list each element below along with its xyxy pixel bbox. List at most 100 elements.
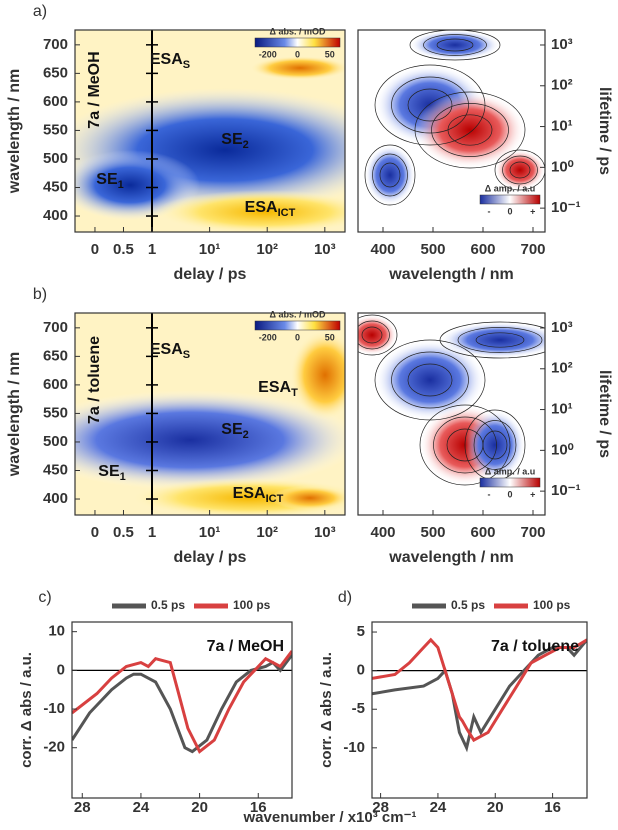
colorbar-title: Δ abs. / mOD — [270, 26, 326, 36]
heatmap — [75, 30, 345, 232]
annotation-text: 7a / MeOH — [86, 51, 103, 128]
x-tick-label: 10² — [256, 241, 278, 258]
x-tick-label: 28 — [74, 799, 91, 816]
y-axis-label: corr. Δ abs / a.u. — [18, 652, 35, 768]
x-axis-label: wavelength / nm — [388, 266, 513, 283]
contour — [475, 332, 525, 348]
x-tick-label: 700 — [520, 241, 545, 258]
contour — [407, 88, 453, 122]
x-tick-label: 0 — [91, 524, 99, 541]
contour — [509, 161, 531, 179]
y-tick-label: -20 — [43, 739, 65, 756]
annotation: ESAICT — [245, 199, 296, 219]
y-tick-label: 700 — [43, 36, 68, 53]
y-tick-label: 600 — [43, 93, 68, 110]
y2-axis-label: lifetime / ps — [596, 370, 613, 458]
legend-label: 100 ps — [533, 598, 571, 612]
y-axis-label: corr. Δ abs / a.u. — [318, 652, 335, 768]
colorbar-tick-label: 0 — [507, 206, 512, 216]
annotation: 7a / MeOH — [86, 51, 103, 128]
contour — [447, 114, 493, 146]
series-line — [72, 650, 292, 754]
y-tick-label: 10 — [48, 623, 65, 640]
y-axis-label: wavelength / nm — [6, 352, 23, 477]
series-line — [372, 638, 587, 753]
y-tick-label: 10² — [551, 77, 573, 94]
y-tick-label: 400 — [43, 490, 68, 507]
y-tick-label: 10⁰ — [551, 441, 574, 458]
y-tick-label: 500 — [43, 150, 68, 167]
legend-label: 0.5 ps — [451, 598, 485, 612]
annotation: SE2 — [221, 131, 248, 151]
y-tick-label: 5 — [357, 623, 365, 640]
heatmap-blob — [75, 390, 345, 490]
panel: Δ amp. / a.u - 0 +400 500 600 700 wavelength / … — [357, 312, 613, 566]
panel-label: d) — [338, 589, 352, 606]
colorbar-title: Δ abs. / mOD — [270, 309, 326, 319]
x-tick-label: 0.5 — [113, 524, 134, 541]
colorbar-tick-label: + — [530, 489, 535, 499]
y-tick-label: 10¹ — [551, 118, 573, 135]
x-tick-label: 1 — [148, 241, 156, 258]
panel: c) 0.5 ps 100 ps 7a / MeOH corr. Δ abs / a.u… — [18, 589, 417, 826]
heatmap-blob — [270, 486, 345, 510]
contour — [482, 430, 508, 460]
y-tick-label: 650 — [43, 347, 68, 364]
x-tick-label: 24 — [430, 799, 447, 816]
plot-frame — [371, 621, 588, 799]
annotation-sub: 2 — [243, 429, 249, 441]
x-tick-label: 600 — [470, 524, 495, 541]
contour — [419, 404, 511, 486]
heatmap — [75, 313, 345, 515]
heatmap-blob — [358, 315, 397, 355]
panel: d) 0.5 ps 100 ps 7a / toluene corr. Δ abs / … — [318, 589, 588, 816]
colorbar-tick-label: 50 — [325, 332, 335, 342]
x-axis-label: delay / ps — [174, 266, 247, 283]
annotation-sub: T — [291, 387, 298, 399]
annotation: 7a / toluene — [491, 638, 579, 655]
contour — [409, 30, 501, 61]
contour — [414, 91, 526, 169]
contour — [407, 363, 453, 397]
contour — [473, 420, 517, 470]
y-tick-label: 0 — [57, 661, 65, 678]
contour — [391, 351, 469, 409]
y-tick-label: 10³ — [551, 36, 573, 53]
annotation: 7a / MeOH — [207, 638, 284, 655]
x-tick-label: 600 — [470, 241, 495, 258]
x-tick-label: 400 — [370, 241, 395, 258]
y-tick-label: 10⁻¹ — [551, 199, 581, 216]
heatmap-blob — [155, 190, 345, 232]
annotation: SE1 — [98, 463, 125, 483]
colorbar — [479, 477, 541, 488]
colorbar — [254, 37, 341, 48]
series-line — [372, 637, 587, 743]
annotation: SE1 — [96, 171, 123, 191]
x-tick-label: 10³ — [314, 241, 336, 258]
contour — [439, 321, 545, 359]
legend-label: 0.5 ps — [151, 598, 185, 612]
annotation: ESAS — [150, 341, 190, 361]
legend-label: 100 ps — [233, 598, 271, 612]
annotation-text: SE — [221, 131, 243, 148]
y-tick-label: 10² — [551, 360, 573, 377]
contour — [379, 162, 401, 188]
annotation-text: ESA — [150, 341, 183, 358]
annotation: ESAT — [258, 379, 298, 399]
x-tick-label: 28 — [372, 799, 389, 816]
y-tick-label: 550 — [43, 121, 68, 138]
x-tick-label: 10³ — [314, 524, 336, 541]
colorbar-title: Δ amp. / a.u — [485, 466, 535, 476]
series-line — [72, 653, 292, 754]
x-tick-label: 16 — [250, 799, 267, 816]
y-tick-label: 10¹ — [551, 401, 573, 418]
annotation-text: ESA — [150, 51, 183, 68]
contour — [358, 314, 398, 356]
plot-frame — [357, 312, 546, 516]
colorbar-tick-label: 0 — [295, 49, 300, 59]
plot-frame — [71, 621, 293, 799]
heatmap-blob — [250, 56, 345, 80]
contour — [364, 144, 416, 206]
colorbar-tick-label: -200 — [259, 49, 277, 59]
